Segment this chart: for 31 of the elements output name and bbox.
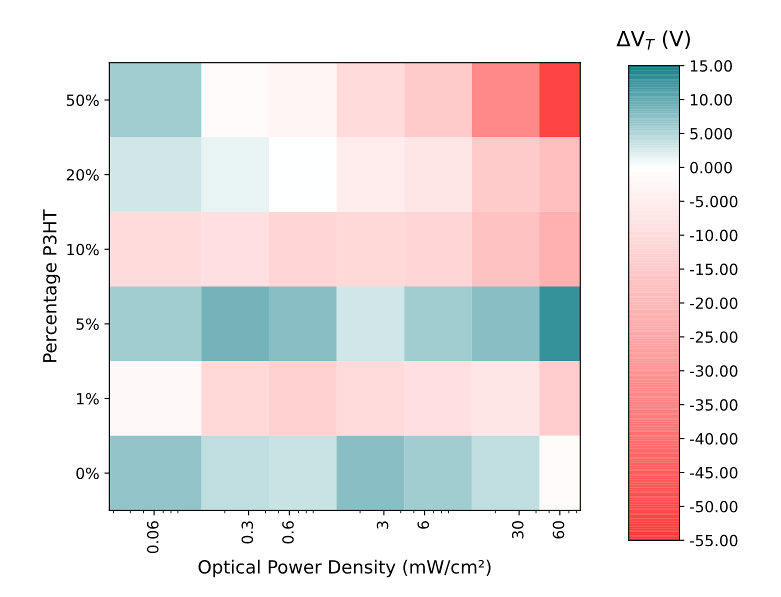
x-axis-title: Optical Power Density (mW/cm²) <box>198 560 491 578</box>
color-bar-label: -15.00 <box>690 264 738 276</box>
color-bar-label: -55.00 <box>690 534 738 546</box>
color-bar-label: 0.000 <box>690 162 732 174</box>
y-tick-label: 0% <box>76 468 99 480</box>
y-axis-title: Percentage P3HT <box>42 209 60 362</box>
color-bar-label: -40.00 <box>690 433 738 445</box>
color-bar-label: -10.00 <box>690 230 738 242</box>
y-tick-label: 5% <box>76 318 99 330</box>
y-tick-label: 10% <box>67 244 99 256</box>
x-tick-label: 3 <box>376 521 388 529</box>
color-bar-label: 15.00 <box>690 60 732 72</box>
color-bar-label: 5.000 <box>690 128 732 140</box>
x-tick-label: 30 <box>512 521 524 538</box>
color-bar-label: -45.00 <box>690 466 738 479</box>
color-bar-label: 10.00 <box>690 94 732 106</box>
x-tick-label: 6 <box>417 521 430 529</box>
color-bar-label: -25.00 <box>690 331 738 343</box>
color-bar-label: -50.00 <box>690 500 738 512</box>
color-bar-label: -30.00 <box>690 365 738 377</box>
x-tick-label: 0.6 <box>282 521 294 544</box>
y-tick-label: 20% <box>66 169 99 181</box>
color-bar-label: -20.00 <box>690 297 738 309</box>
color-bar-label: -5.000 <box>690 196 738 208</box>
color-bar-label: -35.00 <box>690 399 738 411</box>
x-tick-label: 60 <box>552 521 564 539</box>
x-tick-label: 0.3 <box>242 521 254 544</box>
color-bar-title: ΔV$_{T}$ (V) <box>616 30 690 50</box>
y-tick-label: 1% <box>77 392 99 405</box>
x-tick-label: 0.06 <box>146 521 159 554</box>
y-tick-label: 50% <box>66 94 99 106</box>
